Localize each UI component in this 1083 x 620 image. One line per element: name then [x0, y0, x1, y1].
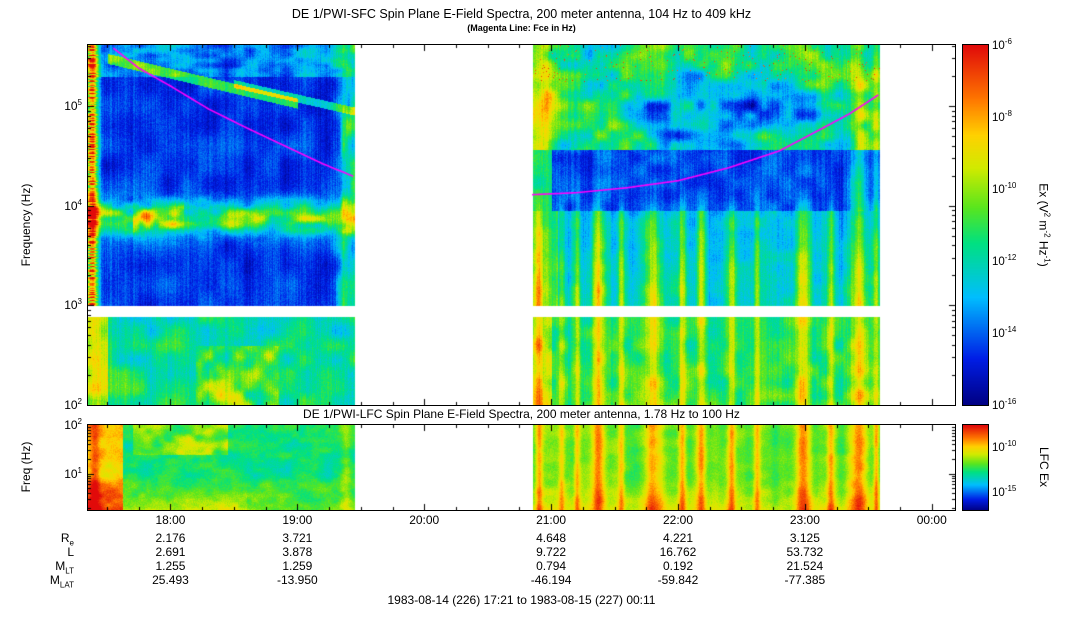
- ephemeris-MLT-value-3: 0.192: [662, 559, 693, 573]
- sfc-spectrogram-canvas: [87, 44, 956, 406]
- ephemeris-L-value-0: 2.691: [155, 545, 186, 559]
- ephemeris-MLT-value-2: 0.794: [536, 559, 567, 573]
- x-tick-label-2200: 22:00: [662, 513, 693, 527]
- ephemeris-MLT-value-1: 1.259: [282, 559, 313, 573]
- time-range-footer: 1983-08-14 (226) 17:21 to 1983-08-15 (22…: [387, 593, 656, 607]
- ephemeris-Re-value-2: 4.648: [536, 531, 567, 545]
- ephemeris-label-MLT: MLT: [55, 559, 74, 576]
- lfc-title: DE 1/PWI-LFC Spin Plane E-Field Spectra,…: [303, 407, 740, 421]
- ephemeris-MLAT-value-2: -46.194: [530, 573, 572, 587]
- ephemeris-L-value-2: 9.722: [536, 545, 567, 559]
- sfc-y-axis-label: Frequency (Hz): [19, 183, 33, 267]
- x-tick-label-1800: 18:00: [155, 513, 186, 527]
- sfc-colorbar: [962, 44, 989, 406]
- lfc-spectrogram-canvas: [87, 424, 956, 511]
- sfc-colorbar-tick-4: 10-14: [992, 325, 1017, 340]
- sfc-colorbar-tick-2: 10-10: [992, 181, 1017, 196]
- sfc-y-tick-1e4: 104: [64, 197, 82, 213]
- sfc-colorbar-tick-0: 10-6: [992, 37, 1012, 52]
- lfc-y-tick-1e2: 102: [64, 417, 82, 432]
- lfc-colorbar: [962, 424, 989, 511]
- ephemeris-MLAT-value-3: -59.842: [657, 573, 699, 587]
- x-tick-label-2300: 23:00: [789, 513, 820, 527]
- sfc-colorbar-tick-5: 10-16: [992, 397, 1017, 412]
- ephemeris-MLAT-value-1: -13.950: [276, 573, 318, 587]
- sfc-y-tick-1e5: 105: [64, 97, 82, 113]
- sfc-title: DE 1/PWI-SFC Spin Plane E-Field Spectra,…: [291, 7, 752, 21]
- sfc-colorbar-tick-1: 10-8: [992, 109, 1012, 124]
- ephemeris-L-value-4: 53.732: [786, 545, 824, 559]
- lfc-colorbar-tick-1: 10-15: [992, 484, 1017, 499]
- x-tick-label-1900: 19:00: [282, 513, 313, 527]
- ephemeris-MLT-value-4: 21.524: [786, 559, 824, 573]
- ephemeris-label-Re: Re: [60, 531, 74, 548]
- ephemeris-L-value-3: 16.762: [659, 545, 697, 559]
- ephemeris-L-value-1: 3.878: [282, 545, 313, 559]
- x-tick-label-2100: 21:00: [536, 513, 567, 527]
- ephemeris-MLAT-value-4: -77.385: [784, 573, 826, 587]
- sfc-subtitle: (Magenta Line: Fce in Hz): [467, 23, 576, 33]
- ephemeris-Re-value-0: 2.176: [155, 531, 186, 545]
- ephemeris-Re-value-1: 3.721: [282, 531, 313, 545]
- sfc-y-tick-1e3: 103: [64, 297, 82, 313]
- ephemeris-MLAT-value-0: 25.493: [152, 573, 189, 587]
- lfc-y-tick-1e1: 101: [64, 465, 82, 481]
- ephemeris-Re-value-3: 4.221: [662, 531, 693, 545]
- lfc-colorbar-tick-0: 10-10: [992, 439, 1017, 454]
- sfc-y-tick-1e2: 102: [64, 397, 82, 412]
- ephemeris-label-MLAT: MLAT: [49, 573, 74, 590]
- ephemeris-label-L: L: [67, 545, 74, 559]
- ephemeris-Re-value-4: 3.125: [789, 531, 820, 545]
- lfc-y-axis-label: Freq (Hz): [19, 441, 33, 493]
- x-tick-label-0000: 00:00: [916, 513, 947, 527]
- ephemeris-MLT-value-0: 1.255: [155, 559, 186, 573]
- sfc-colorbar-tick-3: 10-12: [992, 253, 1017, 268]
- x-tick-label-2000: 20:00: [409, 513, 440, 527]
